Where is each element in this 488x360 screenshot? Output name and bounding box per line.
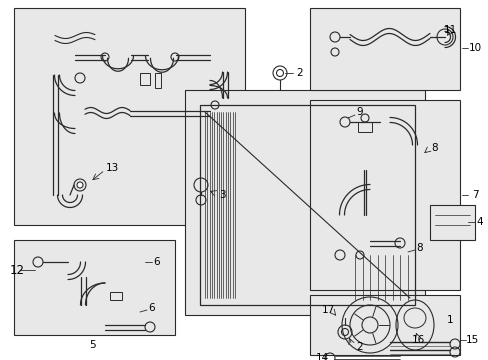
Text: 1: 1 xyxy=(446,315,452,325)
Text: 7: 7 xyxy=(471,190,477,200)
Text: 12: 12 xyxy=(10,264,25,276)
Text: 5: 5 xyxy=(88,340,95,350)
Text: 2: 2 xyxy=(356,342,363,352)
Circle shape xyxy=(361,317,377,333)
Text: 17: 17 xyxy=(321,305,334,315)
Text: 14: 14 xyxy=(315,353,328,360)
Text: 6: 6 xyxy=(153,257,160,267)
Text: 10: 10 xyxy=(468,43,481,53)
Bar xyxy=(184,90,424,315)
Text: 9: 9 xyxy=(356,107,363,117)
Bar xyxy=(357,122,371,132)
Text: 11: 11 xyxy=(443,25,456,35)
Circle shape xyxy=(77,182,83,188)
Text: 2: 2 xyxy=(296,68,303,78)
Text: 8: 8 xyxy=(416,243,423,253)
Bar xyxy=(429,205,474,240)
Text: 6: 6 xyxy=(148,303,155,313)
Bar xyxy=(309,295,459,355)
Text: 3: 3 xyxy=(218,190,225,200)
Bar xyxy=(309,8,459,90)
Bar xyxy=(14,240,175,335)
Bar xyxy=(14,8,244,225)
Text: 15: 15 xyxy=(465,335,478,345)
Bar xyxy=(309,100,459,290)
Text: 4: 4 xyxy=(476,217,482,227)
Bar xyxy=(110,292,122,300)
Bar xyxy=(140,73,150,85)
Text: 13: 13 xyxy=(105,163,119,173)
Text: 16: 16 xyxy=(410,335,424,345)
Bar xyxy=(155,73,161,88)
Bar xyxy=(200,105,414,305)
Text: 8: 8 xyxy=(431,143,437,153)
